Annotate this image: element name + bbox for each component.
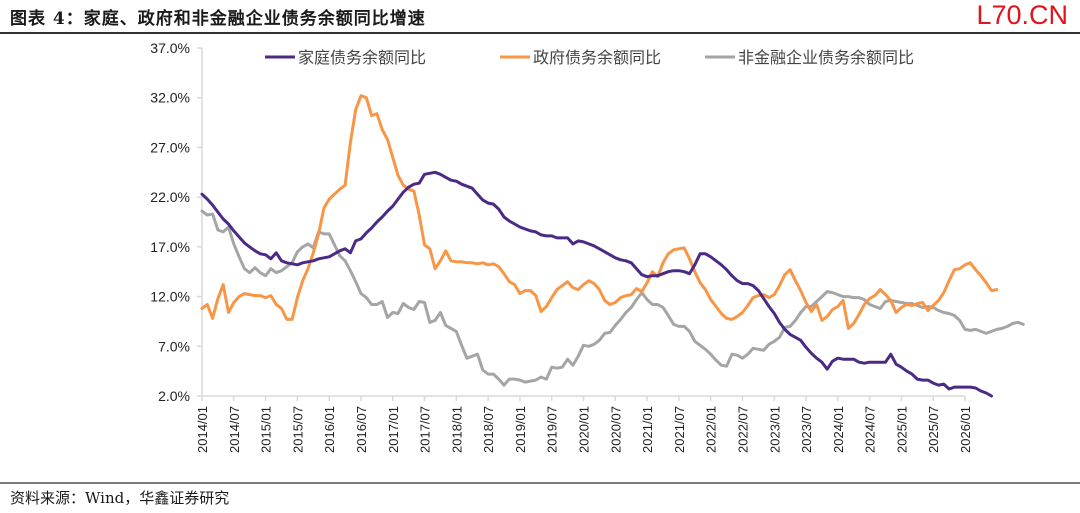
legend-label: 政府债务余额同比 — [533, 48, 661, 67]
y-tick-label: 22.0% — [150, 189, 190, 205]
x-tick-label: 2017/07 — [418, 406, 433, 453]
legend-label: 非金融企业债务余额同比 — [738, 48, 914, 67]
legend-nonfinancial-corporate: 非金融企业债务余额同比 — [705, 48, 914, 67]
x-tick-label: 2015/07 — [290, 406, 305, 453]
x-tick-label: 2019/01 — [513, 406, 528, 453]
y-tick-label: 2.0% — [158, 388, 190, 404]
x-tick-label: 2017/01 — [386, 406, 401, 453]
series-line-household — [200, 170, 993, 398]
bottom-divider — [0, 482, 1080, 484]
x-tick-label: 2021/07 — [672, 406, 687, 453]
x-tick-label: 2022/07 — [735, 406, 750, 453]
x-tick-label: 2020/07 — [608, 406, 623, 453]
series-line-government — [200, 94, 999, 330]
x-tick-label: 2016/01 — [322, 406, 337, 453]
x-tick-label: 2018/07 — [481, 406, 496, 453]
y-tick-label: 37.0% — [150, 40, 190, 56]
x-tick-label: 2025/01 — [894, 406, 909, 453]
series-lines — [200, 94, 1025, 398]
x-tick-label: 2021/01 — [640, 406, 655, 453]
x-tick-label: 2023/07 — [799, 406, 814, 453]
axes — [201, 48, 965, 397]
chart-title: 图表 4：家庭、政府和非金融企业债务余额同比增速 — [10, 9, 426, 29]
series-line-nonfinancial-corporate — [200, 209, 1025, 387]
x-tick-label: 2020/01 — [577, 406, 592, 453]
source-note: 资料来源：Wind，华鑫证券研究 — [10, 489, 230, 507]
x-tick-label: 2026/01 — [958, 406, 973, 453]
line-chart: 2.0% 7.0% 12.0% 17.0% 22.0% 27.0% 32.0% 37.0% 2… — [150, 40, 1025, 453]
y-tick-label: 17.0% — [150, 239, 190, 255]
legend-government: 政府债务余额同比 — [500, 48, 661, 67]
x-tick-label: 2022/01 — [704, 406, 719, 453]
x-tick-label: 2014/01 — [195, 406, 210, 453]
legend: 家庭债务余额同比 政府债务余额同比 非金融企业债务余额同比 — [265, 48, 914, 67]
x-tick-label: 2024/07 — [863, 406, 878, 453]
x-tick-label: 2025/07 — [926, 406, 941, 453]
x-axis-ticks: 2014/01 2014/07 2015/01 2015/07 2016/01 2016/… — [195, 396, 973, 453]
y-tick-label: 7.0% — [158, 338, 190, 354]
y-axis-ticks: 2.0% 7.0% 12.0% 17.0% 22.0% 27.0% 32.0% 37.0% — [150, 40, 202, 404]
x-tick-label: 2016/07 — [354, 406, 369, 453]
x-tick-label: 2014/07 — [227, 406, 242, 453]
x-tick-label: 2023/01 — [767, 406, 782, 453]
x-tick-label: 2024/01 — [831, 406, 846, 453]
legend-label: 家庭债务余额同比 — [298, 48, 426, 67]
y-tick-label: 32.0% — [150, 90, 190, 106]
y-tick-label: 12.0% — [150, 289, 190, 305]
x-tick-label: 2015/01 — [259, 406, 274, 453]
x-tick-label: 2019/07 — [545, 406, 560, 453]
x-tick-label: 2018/01 — [449, 406, 464, 453]
legend-household: 家庭债务余额同比 — [265, 48, 426, 67]
top-divider — [0, 32, 1080, 34]
y-tick-label: 27.0% — [150, 139, 190, 155]
brand-watermark: L70.CN — [976, 0, 1068, 30]
